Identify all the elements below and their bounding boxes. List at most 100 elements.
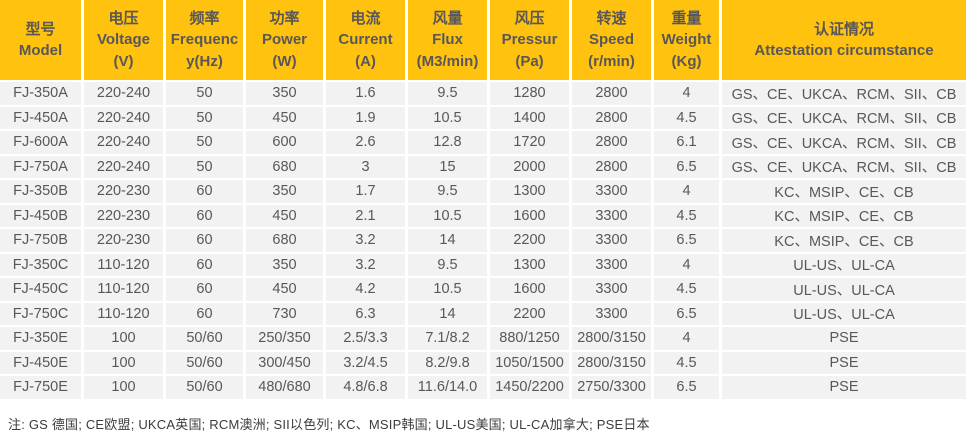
cell-pressure: 1600	[490, 204, 572, 229]
cell-speed: 2800	[572, 131, 654, 156]
cell-voltage: 110-120	[84, 278, 166, 303]
cell-current: 2.6	[326, 131, 408, 156]
cell-weight: 4.5	[654, 106, 722, 131]
cell-model: FJ-450E	[0, 351, 84, 376]
column-header-attestation: 认证情况 Attestation circumstance	[722, 0, 966, 82]
cell-power: 450	[246, 204, 326, 229]
cell-weight: 4	[654, 253, 722, 278]
cell-model: FJ-450B	[0, 204, 84, 229]
table-row: FJ-350A 220-240 50 350 1.6 9.5 1280 2800 4 GS、CE、…	[0, 82, 966, 107]
cell-speed: 3300	[572, 229, 654, 254]
cell-frequency: 60	[166, 180, 246, 205]
cell-weight: 4	[654, 327, 722, 352]
cell-model: FJ-350B	[0, 180, 84, 205]
cell-current: 1.6	[326, 82, 408, 107]
cell-frequency: 60	[166, 204, 246, 229]
table-row: FJ-450C 110-120 60 450 4.2 10.5 1600 3300 4.5 UL-…	[0, 278, 966, 303]
cell-voltage: 220-230	[84, 180, 166, 205]
column-header-frequency: 频率 Frequenc y(Hz)	[166, 0, 246, 82]
cell-current: 2.5/3.3	[326, 327, 408, 352]
table-row: FJ-350C 110-120 60 350 3.2 9.5 1300 3300 4 UL-US、…	[0, 253, 966, 278]
cell-speed: 2800	[572, 106, 654, 131]
cell-pressure: 2200	[490, 302, 572, 327]
cell-power: 600	[246, 131, 326, 156]
cell-frequency: 60	[166, 278, 246, 303]
cell-current: 3.2/4.5	[326, 351, 408, 376]
cell-pressure: 1450/2200	[490, 376, 572, 401]
cell-attestation: UL-US、UL-CA	[722, 302, 966, 327]
cell-current: 4.8/6.8	[326, 376, 408, 401]
cell-flux: 9.5	[408, 180, 490, 205]
cell-frequency: 50	[166, 131, 246, 156]
product-spec-table: 型号 Model 电压 Voltage (V) 频率 Frequenc y(Hz) 功…	[0, 0, 966, 401]
table-row: FJ-750E 100 50/60 480/680 4.8/6.8 11.6/14.0 14…	[0, 376, 966, 401]
table-row: FJ-450B 220-230 60 450 2.1 10.5 1600 3300 4.5 KC、…	[0, 204, 966, 229]
cell-model: FJ-750E	[0, 376, 84, 401]
cell-weight: 6.5	[654, 229, 722, 254]
cell-attestation: KC、MSIP、CE、CB	[722, 180, 966, 205]
cell-attestation: PSE	[722, 376, 966, 401]
table-row: FJ-750B 220-230 60 680 3.2 14 2200 3300 6.5 KC、MS…	[0, 229, 966, 254]
cell-model: FJ-350C	[0, 253, 84, 278]
cell-power: 300/450	[246, 351, 326, 376]
cell-voltage: 220-230	[84, 229, 166, 254]
cell-attestation: UL-US、UL-CA	[722, 278, 966, 303]
cell-current: 6.3	[326, 302, 408, 327]
cell-pressure: 880/1250	[490, 327, 572, 352]
table-row: FJ-450A 220-240 50 450 1.9 10.5 1400 2800 4.5 GS、…	[0, 106, 966, 131]
cell-model: FJ-600A	[0, 131, 84, 156]
cell-frequency: 50	[166, 106, 246, 131]
cell-current: 3	[326, 155, 408, 180]
cell-frequency: 50/60	[166, 327, 246, 352]
cell-pressure: 1280	[490, 82, 572, 107]
cell-flux: 15	[408, 155, 490, 180]
table-row: FJ-600A 220-240 50 600 2.6 12.8 1720 2800 6.1 GS、…	[0, 131, 966, 156]
cell-frequency: 50/60	[166, 376, 246, 401]
cell-frequency: 50	[166, 82, 246, 107]
cell-power: 350	[246, 180, 326, 205]
cell-weight: 4	[654, 180, 722, 205]
table-body: FJ-350A 220-240 50 350 1.6 9.5 1280 2800 4 GS、CE、…	[0, 82, 966, 401]
cell-model: FJ-750A	[0, 155, 84, 180]
cell-power: 480/680	[246, 376, 326, 401]
cell-model: FJ-350E	[0, 327, 84, 352]
cell-model: FJ-750B	[0, 229, 84, 254]
cell-attestation: KC、MSIP、CE、CB	[722, 204, 966, 229]
cell-voltage: 220-240	[84, 106, 166, 131]
cell-weight: 4.5	[654, 351, 722, 376]
cell-speed: 3300	[572, 180, 654, 205]
cell-attestation: PSE	[722, 351, 966, 376]
cell-attestation: GS、CE、UKCA、RCM、SII、CB	[722, 82, 966, 107]
cell-speed: 2750/3300	[572, 376, 654, 401]
header-row: 型号 Model 电压 Voltage (V) 频率 Frequenc y(Hz) 功…	[0, 0, 966, 82]
cell-weight: 6.1	[654, 131, 722, 156]
cell-current: 2.1	[326, 204, 408, 229]
cell-pressure: 1300	[490, 180, 572, 205]
cell-power: 680	[246, 229, 326, 254]
table-row: FJ-450E 100 50/60 300/450 3.2/4.5 8.2/9.8 1050…	[0, 351, 966, 376]
cell-weight: 4.5	[654, 278, 722, 303]
cell-model: FJ-350A	[0, 82, 84, 107]
cell-speed: 2800	[572, 155, 654, 180]
cell-flux: 11.6/14.0	[408, 376, 490, 401]
column-header-current: 电流 Current (A)	[326, 0, 408, 82]
cell-model: FJ-450A	[0, 106, 84, 131]
cell-flux: 9.5	[408, 82, 490, 107]
cell-flux: 12.8	[408, 131, 490, 156]
cell-flux: 7.1/8.2	[408, 327, 490, 352]
cell-speed: 2800	[572, 82, 654, 107]
cell-power: 450	[246, 278, 326, 303]
cell-flux: 10.5	[408, 204, 490, 229]
cell-weight: 6.5	[654, 376, 722, 401]
cell-flux: 10.5	[408, 278, 490, 303]
cell-voltage: 100	[84, 327, 166, 352]
cell-speed: 3300	[572, 278, 654, 303]
column-header-power: 功率 Power (W)	[246, 0, 326, 82]
cell-power: 680	[246, 155, 326, 180]
cell-flux: 14	[408, 229, 490, 254]
cell-weight: 6.5	[654, 302, 722, 327]
cell-pressure: 2200	[490, 229, 572, 254]
cell-pressure: 1600	[490, 278, 572, 303]
cell-voltage: 220-230	[84, 204, 166, 229]
column-header-voltage: 电压 Voltage (V)	[84, 0, 166, 82]
